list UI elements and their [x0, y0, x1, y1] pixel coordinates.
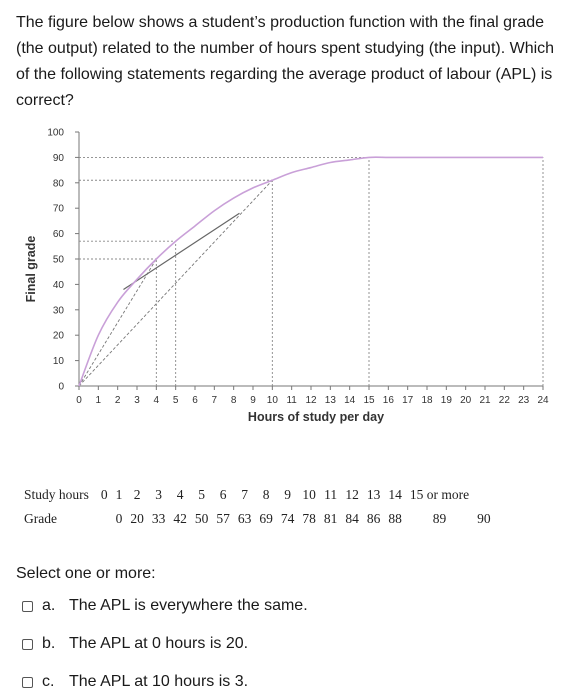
option-c[interactable]: c. The APL at 10 hours is 3. [22, 670, 248, 694]
y-tick-label: 80 [53, 178, 65, 189]
data-table: Study hours 0 1 2 3 4 5 6 7 8 9 10 11 12… [24, 483, 495, 531]
y-tick-label: 70 [53, 204, 65, 215]
table-cell: 0 [100, 487, 108, 502]
x-tick-label: 5 [173, 395, 179, 406]
y-tick-label: 20 [53, 331, 65, 342]
table-cell: 78 [302, 511, 316, 526]
x-tick-label: 16 [383, 395, 395, 406]
x-tick-label: 23 [518, 395, 530, 406]
ray-from-origin [78, 258, 157, 387]
x-tick-label: 11 [286, 395, 297, 406]
table-cell: 3 [155, 487, 163, 502]
table-cell: 57 [216, 511, 230, 526]
table-cell: 13 [366, 487, 381, 502]
table-cell: 8 [262, 487, 270, 502]
x-tick-label: 14 [344, 395, 356, 406]
y-tick-label: 10 [53, 356, 65, 367]
x-tick-label: 3 [134, 395, 140, 406]
x-tick-label: 4 [154, 395, 160, 406]
table-cell: 89 [432, 511, 447, 526]
table-cell: 4 [176, 487, 184, 502]
checkbox-icon[interactable] [22, 676, 33, 688]
table-cell: 2 [133, 487, 141, 502]
x-tick-label: 9 [250, 395, 256, 406]
table-cell: 15 or more [409, 487, 470, 502]
x-tick-label: 15 [363, 395, 375, 406]
x-axis-label: Hours of study per day [248, 410, 384, 424]
option-letter: c. [42, 673, 55, 690]
table-cell: 63 [237, 511, 252, 526]
option-text: The APL is everywhere the same. [69, 597, 308, 614]
x-tick-label: 10 [267, 395, 279, 406]
question-text: The figure below shows a student’s produ… [16, 14, 555, 109]
y-axis-label: Final grade [24, 236, 38, 303]
table-cell: 12 [345, 487, 359, 502]
option-text: The APL at 10 hours is 3. [69, 673, 249, 690]
option-a[interactable]: a. The APL is everywhere the same. [22, 594, 308, 618]
checkbox-icon[interactable] [22, 600, 33, 612]
select-instruction: Select one or more: [16, 565, 156, 582]
checkbox-icon[interactable] [22, 638, 33, 650]
table-cell: 6 [219, 487, 227, 502]
x-tick-label: 7 [212, 395, 218, 406]
table-cell: 0 [115, 511, 123, 526]
table-cell: 11 [324, 487, 338, 502]
table-cell: 90 [477, 511, 491, 526]
y-tick-label: 100 [47, 128, 64, 139]
production-function-line [78, 156, 543, 387]
table-cell: 9 [284, 487, 292, 502]
table-cell: 81 [323, 511, 338, 526]
tangent-line [123, 212, 240, 290]
table-cell: 33 [151, 511, 166, 526]
table-cell: 69 [259, 511, 273, 526]
table-cell: 88 [388, 511, 402, 526]
table-cell: 5 [198, 487, 206, 502]
x-tick-label: 18 [421, 395, 433, 406]
y-tick-label: 90 [53, 153, 65, 164]
table-row-label: Grade [24, 511, 57, 526]
x-tick-label: 20 [460, 395, 472, 406]
x-tick-label: 22 [499, 395, 511, 406]
option-letter: a. [42, 597, 56, 614]
table-cell: 42 [173, 511, 187, 526]
table-cell: 86 [366, 511, 381, 526]
x-tick-label: 8 [231, 395, 237, 406]
table-cell [97, 507, 112, 531]
option-letter: b. [42, 635, 56, 652]
y-tick-label: 30 [53, 305, 65, 316]
y-tick-label: 50 [53, 255, 65, 266]
x-tick-label: 1 [96, 395, 102, 406]
table-cell: 7 [241, 487, 249, 502]
production-function-chart: 0 10 20 30 40 50 60 70 80 90 100 0 1 2 3 4 5 6 7 8 9 10 11 12 13… [22, 120, 562, 432]
y-tick-label: 60 [53, 229, 65, 240]
x-tick-label: 19 [441, 395, 453, 406]
table-row: Grade 0 20 33 42 50 57 63 69 74 78 81 84… [24, 507, 495, 531]
table-cell: 84 [345, 511, 359, 526]
x-tick-label: 17 [402, 395, 414, 406]
table-row: Study hours 0 1 2 3 4 5 6 7 8 9 10 11 12… [24, 483, 495, 507]
table-cell: 14 [388, 487, 402, 502]
table-cell: 1 [115, 487, 123, 502]
option-text: The APL at 0 hours is 20. [69, 635, 249, 652]
x-tick-label: 12 [305, 395, 317, 406]
option-b[interactable]: b. The APL at 0 hours is 20. [22, 632, 248, 656]
x-tick-label: 21 [479, 395, 491, 406]
x-tick-label: 2 [115, 395, 121, 406]
y-tick-label: 40 [53, 280, 65, 291]
y-tick-label: 0 [58, 382, 64, 393]
table-row-label: Study hours [24, 487, 89, 502]
table-cell: 74 [280, 511, 295, 526]
table-cell: 20 [130, 511, 144, 526]
ray-from-origin [78, 179, 273, 387]
x-tick-label: 6 [192, 395, 198, 406]
x-tick-label: 13 [325, 395, 337, 406]
table-cell: 50 [194, 511, 209, 526]
x-tick-label: 24 [537, 395, 549, 406]
x-tick-label: 0 [76, 395, 82, 406]
table-cell: 10 [302, 487, 316, 502]
